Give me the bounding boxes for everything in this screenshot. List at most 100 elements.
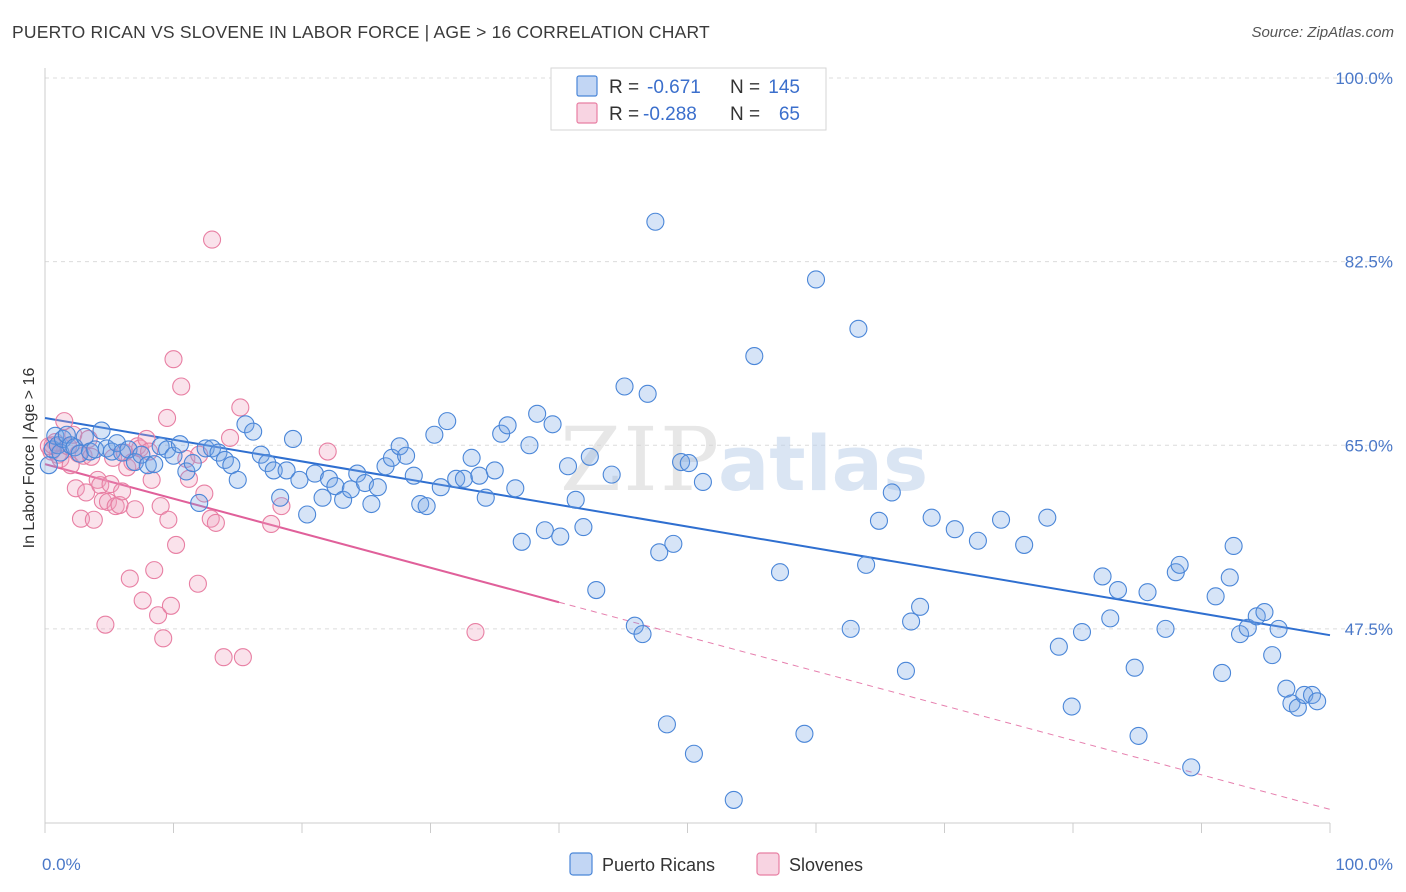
puerto-ricans-point-55 bbox=[368, 478, 387, 497]
legend-r-value-pink: -0.288 bbox=[643, 104, 697, 125]
puerto-ricans-point-36 bbox=[236, 415, 255, 434]
puerto-ricans-point-90 bbox=[638, 384, 657, 403]
puerto-ricans-point-91 bbox=[646, 212, 665, 231]
slovenes-point-10 bbox=[71, 509, 91, 528]
puerto-ricans-point-129 bbox=[1170, 555, 1189, 574]
puerto-ricans-point-105 bbox=[849, 319, 868, 338]
puerto-ricans-point-132 bbox=[1213, 663, 1232, 683]
bottom-legend-slovenes: Slovenes bbox=[789, 855, 863, 875]
puerto-ricans-point-41 bbox=[271, 488, 290, 507]
puerto-ricans-point-68 bbox=[462, 448, 481, 467]
puerto-ricans-point-114 bbox=[968, 531, 987, 550]
puerto-ricans-point-44 bbox=[290, 470, 309, 489]
slovenes-point-21 bbox=[101, 475, 120, 494]
puerto-ricans-point-89 bbox=[633, 625, 652, 644]
slovenes-point-41 bbox=[158, 408, 177, 428]
bottom-legend-puerto-ricans: Puerto Ricans bbox=[602, 855, 715, 875]
puerto-ricans-point-65 bbox=[438, 412, 457, 431]
puerto-ricans-point-121 bbox=[1093, 567, 1112, 586]
puerto-ricans-point-40 bbox=[264, 461, 283, 480]
x-tick-label-1: 100.0% bbox=[1335, 855, 1393, 874]
puerto-ricans-point-107 bbox=[869, 511, 889, 530]
slovenes-point-51 bbox=[195, 484, 214, 503]
puerto-ricans-point-116 bbox=[1015, 535, 1034, 554]
puerto-ricans-point-123 bbox=[1108, 581, 1128, 600]
puerto-ricans-point-83 bbox=[574, 518, 593, 537]
slovenes-point-45 bbox=[167, 535, 186, 554]
puerto-ricans-point-39 bbox=[258, 454, 277, 473]
slovenes-point-40 bbox=[154, 629, 173, 648]
puerto-ricans-point-58 bbox=[390, 437, 409, 456]
puerto-ricans-point-86 bbox=[602, 465, 621, 484]
puerto-ricans-point-37 bbox=[244, 422, 263, 441]
slovenes-point-43 bbox=[161, 596, 180, 615]
slovenes-point-62 bbox=[466, 622, 485, 642]
puerto-ricans-point-139 bbox=[1263, 646, 1282, 665]
puerto-ricans-point-82 bbox=[566, 490, 585, 509]
slovenes-point-33 bbox=[133, 591, 152, 610]
slovenes-point-30 bbox=[125, 500, 144, 519]
puerto-ricans-point-120 bbox=[1072, 622, 1092, 642]
puerto-ricans-point-49 bbox=[326, 477, 345, 496]
puerto-ricans-point-111 bbox=[911, 597, 930, 616]
puerto-ricans-point-20 bbox=[132, 445, 151, 464]
puerto-ricans-point-78 bbox=[535, 521, 554, 540]
puerto-ricans-point-69 bbox=[470, 466, 489, 485]
chart-title: PUERTO RICAN VS SLOVENE IN LABOR FORCE |… bbox=[12, 22, 710, 42]
slovenes-point-28 bbox=[120, 569, 139, 588]
puerto-ricans-point-131 bbox=[1206, 587, 1225, 606]
trend-line-dashed-1 bbox=[558, 601, 1331, 810]
puerto-ricans-point-133 bbox=[1220, 568, 1239, 587]
puerto-ricans-point-25 bbox=[164, 446, 183, 465]
puerto-ricans-point-76 bbox=[520, 436, 539, 455]
slovenes-point-53 bbox=[203, 230, 222, 249]
slovenes-point-4 bbox=[55, 412, 74, 431]
puerto-ricans-point-106 bbox=[857, 555, 876, 574]
puerto-ricans-point-50 bbox=[334, 490, 353, 509]
puerto-ricans-point-103 bbox=[806, 270, 826, 289]
slovenes-point-12 bbox=[77, 483, 96, 502]
puerto-ricans-point-112 bbox=[922, 508, 941, 527]
puerto-ricans-point-108 bbox=[882, 483, 901, 502]
puerto-ricans-point-52 bbox=[348, 464, 367, 483]
legend-n-value-blue: 145 bbox=[768, 77, 800, 98]
puerto-ricans-point-101 bbox=[770, 563, 790, 582]
puerto-ricans-point-102 bbox=[795, 724, 814, 743]
puerto-ricans-point-79 bbox=[543, 415, 562, 434]
puerto-ricans-point-73 bbox=[498, 416, 517, 435]
puerto-ricans-point-71 bbox=[485, 461, 504, 480]
puerto-ricans-point-48 bbox=[319, 469, 339, 488]
puerto-ricans-point-80 bbox=[551, 527, 570, 546]
slovenes-point-59 bbox=[262, 514, 281, 534]
slovenes-point-36 bbox=[142, 470, 161, 489]
slovenes-point-39 bbox=[151, 497, 170, 516]
puerto-ricans-point-99 bbox=[724, 790, 743, 809]
legend-swatch-pink bbox=[576, 102, 598, 124]
puerto-ricans-point-94 bbox=[664, 534, 683, 553]
puerto-ricans-point-42 bbox=[277, 461, 296, 480]
y-tick-label-3: 100.0% bbox=[1335, 69, 1393, 88]
puerto-ricans-point-146 bbox=[1308, 692, 1327, 711]
puerto-ricans-point-61 bbox=[411, 494, 430, 514]
grid-lines bbox=[45, 77, 1392, 630]
puerto-ricans-point-125 bbox=[1129, 726, 1148, 745]
puerto-ricans-point-126 bbox=[1138, 583, 1157, 602]
puerto-ricans-point-97 bbox=[684, 744, 703, 763]
puerto-ricans-point-70 bbox=[476, 488, 495, 507]
puerto-ricans-point-100 bbox=[745, 347, 764, 366]
puerto-ricans-point-138 bbox=[1255, 603, 1274, 622]
slovenes-point-38 bbox=[149, 606, 168, 625]
puerto-ricans-point-81 bbox=[558, 457, 578, 476]
puerto-ricans-point-62 bbox=[417, 497, 436, 516]
puerto-ricans-point-117 bbox=[1038, 508, 1057, 527]
puerto-ricans-point-104 bbox=[841, 619, 860, 638]
puerto-ricans-point-35 bbox=[228, 470, 247, 489]
legend-swatch-blue bbox=[576, 75, 598, 97]
puerto-ricans-point-85 bbox=[587, 581, 606, 600]
puerto-ricans-point-134 bbox=[1224, 536, 1243, 556]
y-tick-label-1: 65.0% bbox=[1345, 436, 1393, 455]
bottom-legend-swatch-puerto-ricans bbox=[569, 852, 593, 876]
puerto-ricans-point-130 bbox=[1182, 758, 1201, 777]
slovenes-point-19 bbox=[96, 615, 115, 634]
